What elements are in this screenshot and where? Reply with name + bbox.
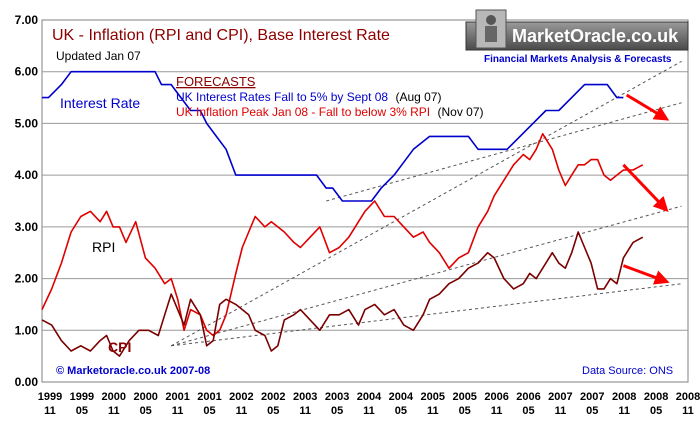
y-tick-label: 4.00 (15, 168, 39, 182)
x-tick-label: 2002 (261, 391, 285, 403)
x-tick-label: 2002 (229, 391, 253, 403)
x-tick-label: 2005 (421, 391, 445, 403)
brand-logo-figure-head (486, 15, 496, 25)
x-tick-sublabel: 05 (76, 405, 88, 417)
x-tick-label: 2006 (516, 391, 540, 403)
x-tick-sublabel: 11 (299, 405, 311, 417)
chart-subtitle: Updated Jan 07 (56, 49, 141, 63)
forecast-line-1-text: UK Interest Rates Fall to 5% by Sept 08 (176, 90, 388, 104)
x-tick-label: 2007 (548, 391, 572, 403)
forecast-arrow (622, 163, 669, 213)
y-tick-label: 1.00 (15, 323, 39, 337)
x-tick-sublabel: 05 (586, 405, 598, 417)
trendline (171, 205, 682, 347)
x-tick-sublabel: 11 (491, 405, 503, 417)
x-tick-sublabel: 05 (203, 405, 215, 417)
x-tick-label: 2006 (484, 391, 508, 403)
y-tick-label: 2.00 (15, 272, 39, 286)
y-tick-label: 6.00 (15, 65, 39, 79)
brand-logo: MarketOracle.co.uk Financial Markets Ana… (465, 9, 689, 65)
brand-name: MarketOracle.co.uk (512, 26, 679, 46)
copyright: © Marketoracle.co.uk 2007-08 (56, 365, 210, 377)
x-tick-sublabel: 11 (555, 405, 567, 417)
forecast-line-1-date: (Aug 07) (395, 90, 441, 104)
x-tick-label: 2008 (612, 391, 636, 403)
brand-tagline: Financial Markets Analysis & Forecasts (484, 54, 672, 65)
x-tick-label: 1999 (70, 391, 94, 403)
x-tick-sublabel: 11 (44, 405, 56, 417)
x-tick-sublabel: 05 (140, 405, 152, 417)
x-tick-label: 2007 (580, 391, 604, 403)
x-tick-sublabel: 11 (172, 405, 184, 417)
x-tick-sublabel: 11 (682, 405, 694, 417)
x-tick-sublabel: 05 (650, 405, 662, 417)
x-tick-sublabel: 05 (267, 405, 279, 417)
x-tick-sublabel: 11 (363, 405, 375, 417)
x-tick-label: 2008 (676, 391, 700, 403)
forecasts-heading: FORECASTS (176, 74, 256, 89)
y-axis-ticks: 0.00 1.00 2.00 3.00 4.00 5.00 6.00 7.00 (15, 13, 39, 389)
forecast-line-1: UK Interest Rates Fall to 5% by Sept 08 … (176, 90, 441, 104)
forecast-line-2: UK Inflation Peak Jan 08 - Fall to below… (176, 105, 484, 119)
x-tick-sublabel: 11 (618, 405, 630, 417)
y-tick-label: 7.00 (15, 13, 39, 27)
x-tick-label: 2001 (165, 391, 189, 403)
series-lines (41, 70, 644, 357)
x-tick-sublabel: 11 (236, 405, 248, 417)
y-tick-label: 3.00 (15, 220, 39, 234)
label-cpi: CPI (108, 339, 131, 355)
x-tick-sublabel: 05 (395, 405, 407, 417)
x-tick-label: 2003 (325, 391, 349, 403)
x-tick-sublabel: 05 (459, 405, 471, 417)
y-tick-label: 5.00 (15, 116, 39, 130)
trendline (170, 60, 682, 347)
series-line-cpi (41, 231, 644, 357)
x-axis-ticks: 1999 11 1999 05 2000 11 2000 05 2001 11 2001 05 2002… (38, 391, 700, 417)
x-tick-sublabel: 11 (427, 405, 439, 417)
forecast-line-2-date: (Nov 07) (437, 105, 483, 119)
forecast-arrows (622, 93, 670, 285)
x-tick-label: 2000 (133, 391, 157, 403)
brand-logo-figure-body (485, 26, 497, 42)
x-tick-label: 2001 (197, 391, 221, 403)
chart-title: UK - Inflation (RPI and CPI), Base Inter… (52, 27, 390, 44)
label-rpi: RPI (92, 239, 115, 255)
data-source: Data Source: ONS (582, 365, 673, 377)
x-tick-label: 2008 (644, 391, 668, 403)
trendline (171, 283, 682, 347)
x-tick-label: 2000 (102, 391, 126, 403)
series-line-interest-rate (42, 70, 624, 202)
x-tick-sublabel: 11 (108, 405, 120, 417)
x-tick-label: 2004 (357, 391, 382, 403)
forecast-arrow (625, 93, 670, 121)
y-tick-label: 0.00 (15, 375, 39, 389)
x-tick-label: 2004 (389, 391, 414, 403)
series-line-rpi (41, 133, 644, 337)
x-tick-sublabel: 05 (522, 405, 534, 417)
x-tick-label: 2005 (452, 391, 476, 403)
forecast-arrow (622, 264, 670, 285)
x-tick-sublabel: 05 (331, 405, 343, 417)
x-tick-label: 2003 (293, 391, 317, 403)
forecast-line-2-text: UK Inflation Peak Jan 08 - Fall to below… (176, 105, 430, 119)
x-tick-label: 1999 (38, 391, 62, 403)
label-interest-rate: Interest Rate (60, 95, 140, 111)
